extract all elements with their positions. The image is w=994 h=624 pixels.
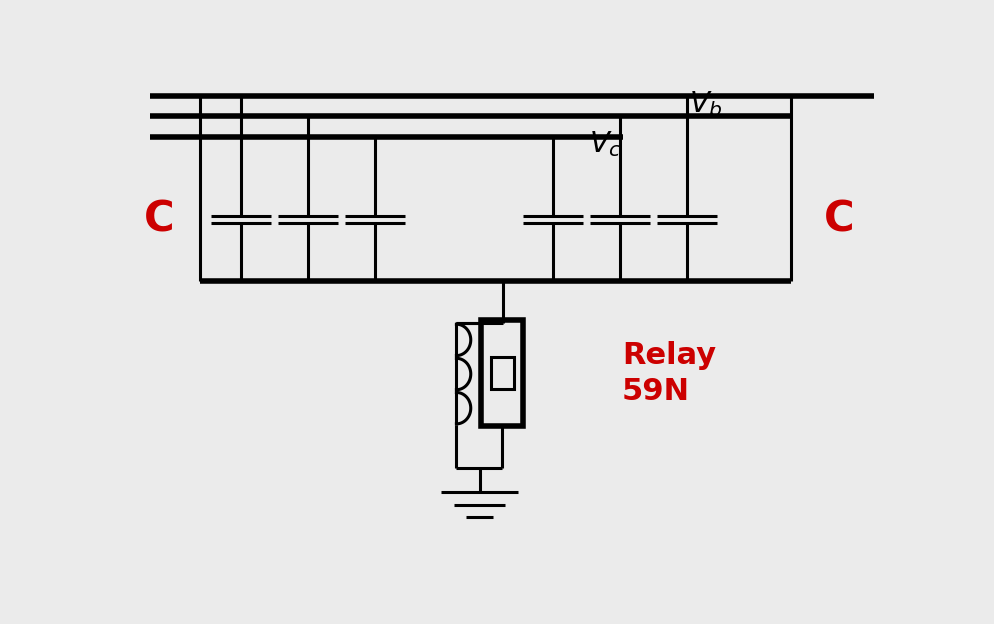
Text: $V_b$: $V_b$ <box>688 89 722 119</box>
Bar <box>490 357 513 389</box>
Bar <box>480 319 523 426</box>
Text: C: C <box>823 198 854 241</box>
Text: $V_c$: $V_c$ <box>588 129 621 159</box>
Text: C: C <box>144 198 174 241</box>
Text: Relay
59N: Relay 59N <box>621 341 716 406</box>
